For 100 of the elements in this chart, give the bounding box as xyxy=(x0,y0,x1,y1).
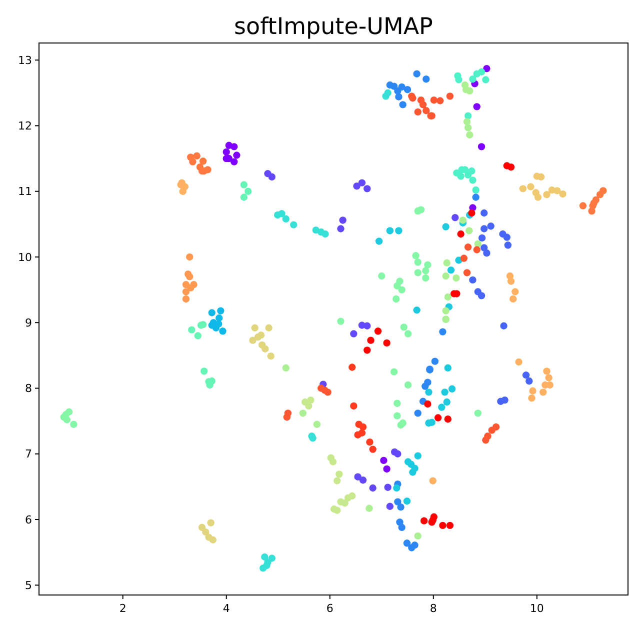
point xyxy=(457,172,464,180)
point xyxy=(394,282,401,290)
point xyxy=(492,423,500,431)
point xyxy=(455,76,462,84)
x-tick-label: 4 xyxy=(222,602,230,615)
point xyxy=(600,187,607,194)
point xyxy=(233,152,240,159)
point xyxy=(442,272,450,280)
point xyxy=(284,410,292,417)
point xyxy=(417,206,425,214)
point xyxy=(430,96,438,104)
y-tick-label: 11 xyxy=(18,185,32,198)
point xyxy=(403,498,411,505)
point xyxy=(504,242,512,249)
point xyxy=(390,82,398,90)
point xyxy=(398,286,406,294)
point xyxy=(559,190,566,198)
y-tick-label: 8 xyxy=(25,382,32,396)
point xyxy=(207,519,214,526)
point xyxy=(478,143,486,150)
point xyxy=(395,227,402,234)
point xyxy=(394,412,401,420)
y-tick-label: 7 xyxy=(25,448,32,461)
point xyxy=(553,187,561,194)
point xyxy=(369,446,376,453)
point xyxy=(500,322,508,330)
point xyxy=(359,476,367,484)
point xyxy=(540,388,547,396)
point xyxy=(414,108,422,116)
point xyxy=(366,438,374,446)
point xyxy=(186,253,194,261)
point xyxy=(422,274,430,282)
point xyxy=(261,553,268,561)
point xyxy=(305,402,312,410)
point xyxy=(459,216,466,224)
point xyxy=(251,324,258,332)
point xyxy=(466,227,473,234)
point xyxy=(543,368,550,375)
point xyxy=(439,522,446,530)
point xyxy=(441,388,448,396)
point xyxy=(447,266,455,274)
point xyxy=(216,314,223,322)
point xyxy=(419,101,427,108)
y-tick-label: 5 xyxy=(25,579,32,592)
point xyxy=(364,185,371,192)
y-tick-label: 10 xyxy=(18,250,32,264)
point xyxy=(399,101,406,108)
point xyxy=(194,332,202,340)
x-tick-label: 6 xyxy=(326,602,334,615)
point xyxy=(463,118,471,126)
point xyxy=(487,222,494,230)
y-tick-label: 6 xyxy=(25,513,32,526)
point xyxy=(398,524,406,531)
point xyxy=(187,284,194,292)
point xyxy=(466,87,474,95)
point xyxy=(397,503,404,511)
point xyxy=(282,215,290,223)
point xyxy=(249,336,256,344)
point xyxy=(543,191,550,198)
point xyxy=(70,420,78,428)
point xyxy=(473,103,480,110)
point xyxy=(414,258,422,266)
point xyxy=(278,210,286,218)
point xyxy=(579,202,587,210)
point xyxy=(482,76,490,84)
point xyxy=(359,423,367,431)
point xyxy=(350,330,358,338)
point xyxy=(341,500,348,507)
chart-title: softImpute-UMAP xyxy=(234,14,434,40)
point xyxy=(590,200,598,207)
point xyxy=(380,456,388,464)
point xyxy=(478,292,486,300)
point xyxy=(65,408,73,416)
point xyxy=(208,309,216,316)
point xyxy=(394,498,402,506)
point xyxy=(474,240,482,248)
point xyxy=(534,194,542,201)
point xyxy=(528,394,536,402)
point xyxy=(257,331,265,339)
point xyxy=(394,450,402,458)
point xyxy=(422,382,429,390)
point xyxy=(404,86,412,94)
point xyxy=(526,377,533,385)
point xyxy=(384,89,392,96)
point xyxy=(334,477,341,484)
point xyxy=(466,131,474,138)
point xyxy=(446,522,454,530)
point xyxy=(189,158,196,166)
point xyxy=(217,307,224,314)
point xyxy=(244,188,252,195)
point xyxy=(404,381,412,389)
x-tick-label: 10 xyxy=(530,602,544,615)
point xyxy=(446,92,454,100)
point xyxy=(262,345,269,352)
point xyxy=(507,163,515,171)
point xyxy=(374,328,382,335)
point xyxy=(188,326,196,334)
point xyxy=(507,278,515,285)
point xyxy=(353,182,360,190)
point xyxy=(322,230,329,238)
